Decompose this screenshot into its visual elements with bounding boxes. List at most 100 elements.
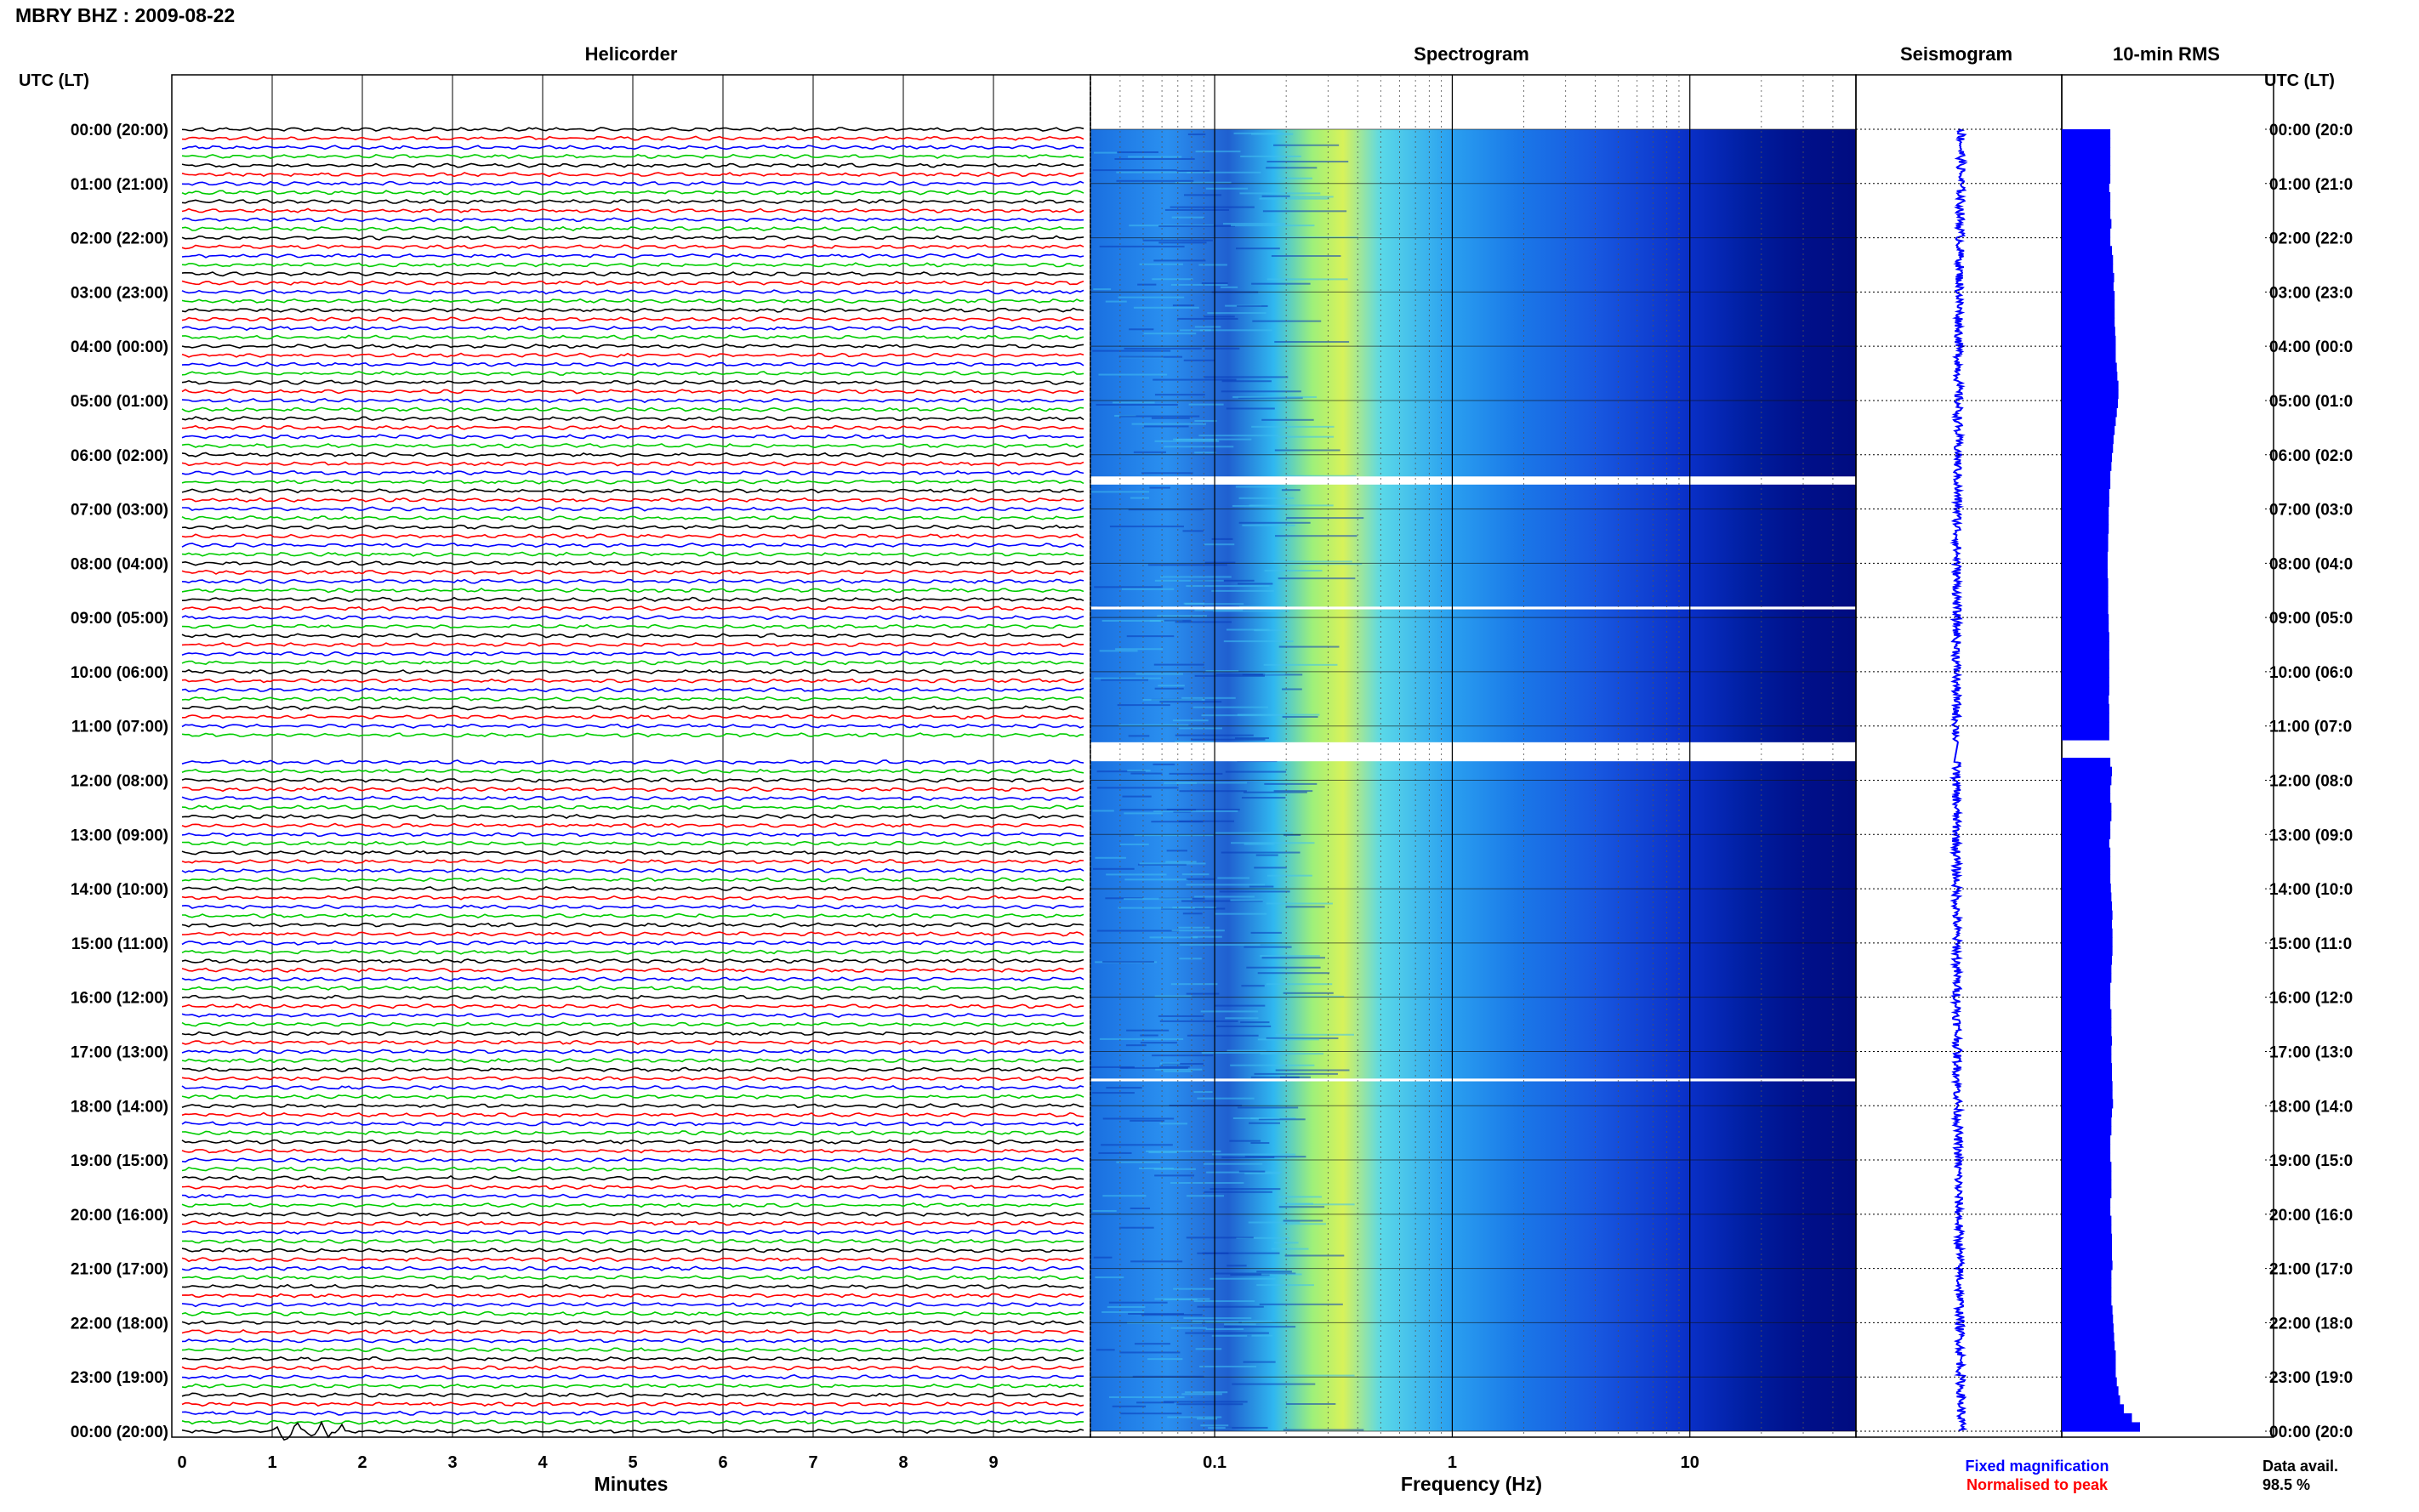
spectrogram-texture: [1119, 1351, 1181, 1354]
spectrogram-texture: [1159, 1123, 1188, 1125]
rms-bar: [2062, 372, 2118, 382]
rms-bar: [2062, 622, 2109, 633]
helicorder-trace: [181, 560, 1084, 566]
helicorder-trace: [181, 1076, 1084, 1082]
helicorder-trace: [181, 850, 1084, 855]
spectrogram-texture: [1153, 810, 1238, 812]
helicorder-trace: [181, 1031, 1084, 1037]
rms-bar: [2062, 1207, 2111, 1217]
spectrogram-texture: [1092, 1209, 1117, 1212]
helicorder-trace: [181, 488, 1084, 494]
helicorder-trace: [181, 777, 1084, 783]
helicorder-trace: [181, 262, 1084, 268]
time-tick-label-right: 17:00 (13:0: [2269, 1043, 2353, 1061]
spectrogram-texture: [1249, 1122, 1281, 1124]
helicorder-trace: [181, 723, 1084, 729]
spectrogram-texture: [1212, 1153, 1296, 1156]
rms-bar: [2062, 416, 2116, 427]
spectrogram-texture: [1102, 1117, 1175, 1120]
time-tick-label-right: 16:00 (12:0: [2269, 990, 2353, 1008]
time-tick-label-left: 18:00 (14:00): [71, 1098, 168, 1116]
helicorder-trace: [181, 623, 1084, 629]
spectrogram-texture: [1195, 151, 1241, 153]
rms-bar: [2062, 398, 2118, 408]
spectrogram-texture: [1194, 419, 1217, 422]
rms-bar: [2062, 362, 2117, 372]
spectrogram-texture: [1175, 181, 1232, 184]
helicorder-trace: [182, 1230, 1084, 1236]
rms-bar: [2062, 470, 2111, 480]
rms-bar: [2062, 766, 2113, 776]
time-tick-label-left: 07:00 (03:00): [71, 502, 168, 520]
minutes-tick-label: 3: [447, 1453, 457, 1472]
spectrogram-texture: [1119, 1066, 1188, 1069]
rms-bar: [2062, 317, 2115, 327]
spectrogram-texture: [1117, 704, 1170, 707]
spectrogram-title: Spectrogram: [1414, 43, 1529, 65]
rms-bar: [2062, 165, 2111, 175]
rms-bar: [2062, 677, 2109, 687]
spectrogram-texture: [1249, 885, 1274, 888]
rms-bar: [2062, 201, 2111, 211]
rms-bar: [2062, 1152, 2111, 1162]
spectrogram-data-gap: [1090, 476, 1856, 485]
helicorder-trace: [181, 1293, 1084, 1299]
spectrogram-texture: [1186, 585, 1270, 588]
helicorder-trace: [181, 967, 1084, 973]
helicorder-trace: [181, 1157, 1084, 1163]
spectrogram-texture: [1278, 177, 1312, 179]
spectrogram-texture: [1187, 134, 1206, 136]
helicorder-trace: [181, 416, 1084, 422]
spectrogram-texture: [1136, 1401, 1175, 1404]
time-tick-label-right: 05:00 (01:0: [2269, 393, 2353, 411]
spectrogram-texture: [1211, 589, 1274, 592]
spectrogram-texture: [1221, 851, 1301, 854]
time-tick-label-right: 02:00 (22:0: [2269, 230, 2353, 248]
spectrogram-texture: [1206, 1171, 1282, 1174]
spectrogram-texture: [1279, 1076, 1311, 1078]
spectrogram-texture: [1116, 1161, 1160, 1163]
helicorder-trace: [181, 1130, 1084, 1136]
helicorder-title: Helicorder: [585, 43, 678, 65]
spectrogram-texture: [1175, 439, 1218, 441]
time-tick-label-right: 14:00 (10:0: [2269, 881, 2353, 899]
spectrogram-texture: [1090, 1066, 1135, 1068]
spectrogram-texture: [1254, 867, 1287, 869]
data-availability-label: Data avail.: [2262, 1458, 2338, 1475]
spectrogram-texture: [1096, 787, 1179, 789]
spectrogram-texture: [1248, 1221, 1301, 1224]
rms-bar: [2062, 1350, 2116, 1361]
spectrogram-texture: [1279, 563, 1363, 566]
helicorder-trace: [181, 886, 1084, 892]
spectrogram-texture: [1158, 685, 1185, 687]
rms-bar: [2062, 236, 2111, 247]
helicorder-trace: [181, 1184, 1084, 1191]
spectrogram-texture: [1167, 1416, 1222, 1418]
spectrogram-texture: [1281, 1223, 1326, 1225]
time-tick-label-left: 10:00 (06:00): [71, 664, 168, 682]
spectrogram-panel: [1090, 74, 1857, 1438]
spectrogram-texture: [1221, 390, 1301, 393]
helicorder-trace: [181, 759, 1084, 765]
spectrogram-texture: [1134, 834, 1214, 837]
rms-bar: [2062, 1188, 2112, 1199]
spectrogram-texture: [1261, 957, 1325, 959]
rms-bar: [2062, 515, 2109, 526]
spectrogram-texture: [1170, 283, 1228, 286]
spectrogram-texture: [1198, 435, 1279, 437]
spectrogram-texture: [1236, 1236, 1289, 1239]
spectrogram-texture: [1154, 1298, 1210, 1300]
helicorder-trace: [181, 786, 1084, 793]
rms-bar: [2062, 353, 2116, 364]
spectrogram-texture: [1186, 992, 1220, 995]
rms-bar: [2062, 713, 2109, 723]
rms-bar: [2062, 479, 2111, 489]
spectrogram-texture: [1128, 1312, 1184, 1315]
spectrogram-texture: [1208, 1427, 1232, 1430]
spectrogram-texture: [1153, 378, 1237, 381]
helicorder-trace: [181, 379, 1084, 385]
spectrogram-texture: [1286, 517, 1364, 520]
helicorder-trace: [181, 958, 1084, 964]
rms-bar: [2062, 614, 2109, 624]
rms-bar: [2062, 1404, 2124, 1414]
